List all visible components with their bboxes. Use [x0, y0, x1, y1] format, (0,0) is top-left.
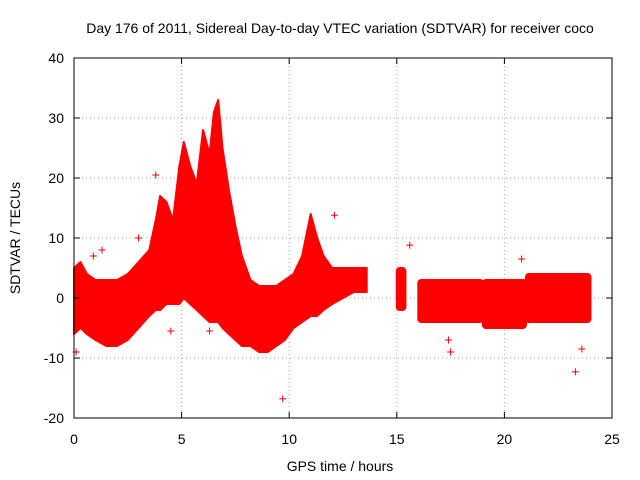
chart-title: Day 176 of 2011, Sidereal Day-to-day VTE…: [86, 20, 594, 36]
outlier-point: [89, 252, 97, 260]
data-band-segment: [481, 279, 527, 329]
outlier-point: [444, 336, 452, 344]
outlier-point: [98, 246, 106, 254]
y-tick-label: 40: [48, 50, 64, 66]
y-tick-label: 10: [48, 230, 64, 246]
outlier-point: [330, 211, 338, 219]
outlier-point: [447, 348, 455, 356]
y-tick-label: 0: [56, 290, 64, 306]
outlier-point: [518, 255, 526, 263]
x-tick-label: 25: [604, 431, 620, 447]
outlier-point: [279, 395, 287, 403]
y-axis-label: SDTVAR / TECUs: [7, 182, 23, 294]
data-layer: [72, 99, 592, 403]
y-tick-label: 20: [48, 170, 64, 186]
outlier-point: [167, 327, 175, 335]
x-tick-label: 10: [281, 431, 297, 447]
data-band-segment: [417, 279, 484, 323]
data-band-segment: [395, 267, 407, 311]
outlier-point: [152, 171, 160, 179]
y-tick-label: -20: [44, 410, 64, 426]
outlier-point: [571, 368, 579, 376]
outlier-point: [206, 327, 214, 335]
outlier-point: [578, 345, 586, 353]
outlier-point: [406, 241, 414, 249]
y-tick-label: 30: [48, 110, 64, 126]
x-tick-label: 15: [389, 431, 405, 447]
data-band-main: [73, 99, 368, 353]
outlier-point: [135, 234, 143, 242]
x-tick-label: 5: [178, 431, 186, 447]
x-axis-label: GPS time / hours: [287, 458, 394, 474]
x-tick-label: 20: [497, 431, 513, 447]
y-tick-label: -10: [44, 350, 64, 366]
data-band-segment: [524, 273, 592, 323]
axis-ticks: 0 5 10 15 20 25 -20 -10 0 10 20 30 40: [44, 50, 620, 447]
x-tick-label: 0: [70, 431, 78, 447]
